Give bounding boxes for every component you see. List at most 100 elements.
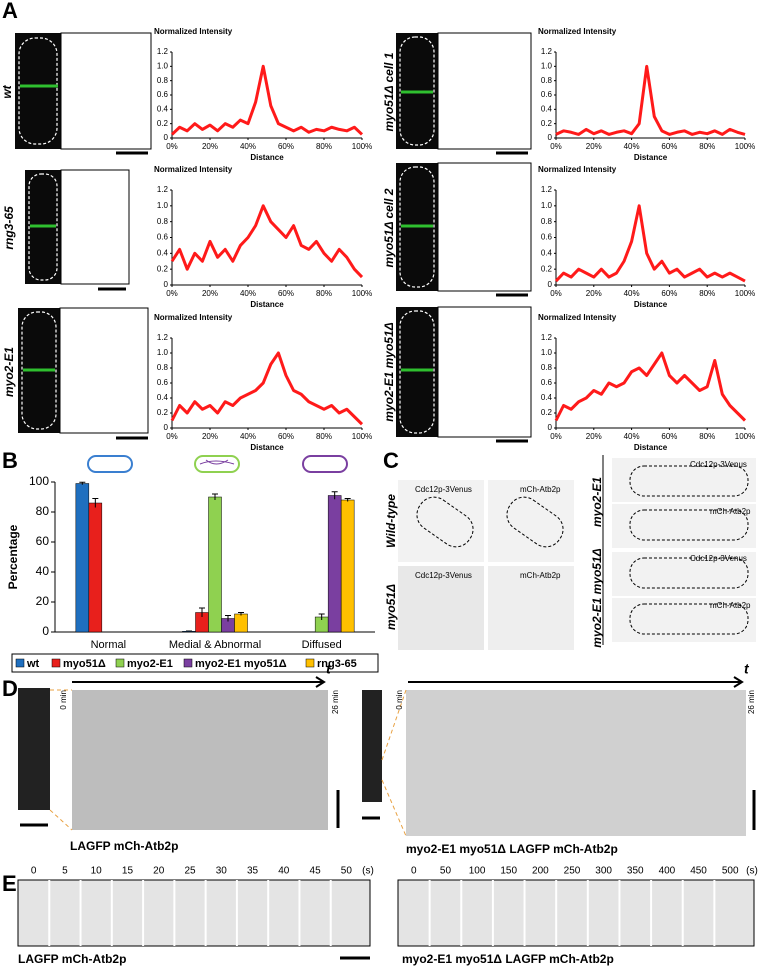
- x-axis-title: Distance: [634, 153, 668, 162]
- y-tick-label: 0.6: [157, 90, 169, 99]
- y-tick-label: 1.2: [157, 185, 169, 194]
- x-tick-label: 80%: [699, 142, 715, 151]
- row-label: rng3-65: [2, 206, 16, 250]
- time-label: 50: [440, 866, 452, 877]
- time-axis: t: [744, 661, 750, 677]
- x-tick-label: 60%: [661, 432, 677, 441]
- error-bar: [344, 498, 351, 502]
- x-tick-label: 0%: [166, 432, 178, 441]
- x-tick-label: Diffused: [302, 639, 342, 651]
- caption: LAGFP mCh-Atb2p: [70, 839, 178, 853]
- y-tick-label: 0.4: [157, 248, 169, 257]
- time-label: 350: [627, 866, 644, 877]
- y-tick-label: 0.2: [157, 119, 169, 128]
- legend-swatch: [15, 658, 25, 668]
- y-tick-label: 1.0: [541, 61, 553, 70]
- x-tick-label: 0%: [550, 142, 562, 151]
- caption: myo2-E1 myo51Δ LAGFP mCh-Atb2p: [402, 952, 614, 966]
- y-tick-label: 80: [36, 504, 50, 518]
- strain-label: myo2-E1 myo51Δ: [590, 548, 604, 647]
- y-tick-label: 0.4: [541, 248, 553, 257]
- profile-line: [170, 351, 364, 426]
- y-axis-title: Normalized Intensity: [538, 313, 617, 322]
- x-tick-label: 80%: [316, 142, 332, 151]
- x-tick-label: 0%: [166, 142, 178, 151]
- time-end: 26 min: [331, 690, 340, 714]
- bar: [234, 613, 248, 633]
- y-axis-title: Normalized Intensity: [538, 27, 617, 36]
- error-bar: [186, 630, 192, 632]
- time-unit: (s): [362, 866, 374, 877]
- bar: [88, 502, 103, 633]
- x-tick-label: 40%: [624, 432, 640, 441]
- x-tick-label: 100%: [352, 289, 372, 298]
- time-label: 30: [216, 866, 228, 877]
- x-tick-label: 80%: [699, 289, 715, 298]
- y-tick-label: 1.2: [541, 333, 553, 342]
- x-tick-label: 40%: [624, 289, 640, 298]
- time-label: 20: [153, 866, 165, 877]
- y-tick-label: 40: [36, 564, 50, 578]
- y-tick-label: 1.0: [157, 348, 169, 357]
- error-bar: [79, 481, 86, 485]
- legend-swatch: [183, 658, 193, 668]
- y-tick-label: 0.6: [541, 90, 553, 99]
- x-tick-label: 20%: [202, 289, 218, 298]
- y-tick-label: 1.2: [157, 47, 169, 56]
- strain-label: Wild-type: [384, 494, 398, 548]
- time-label: 100: [469, 866, 486, 877]
- legend-swatch: [305, 658, 315, 668]
- y-axis-title: Normalized Intensity: [154, 313, 233, 322]
- y-tick-label: 0.8: [157, 76, 169, 85]
- caption: LAGFP mCh-Atb2p: [18, 952, 126, 966]
- row-label: myo51Δ cell 1: [382, 52, 396, 131]
- y-tick-label: 1.2: [541, 47, 553, 56]
- y-tick-label: 0.2: [541, 264, 553, 273]
- time-label: 35: [247, 866, 259, 877]
- x-tick-label: 20%: [586, 432, 602, 441]
- y-tick-label: 0: [548, 133, 553, 142]
- channel-label: mCh-Atb2p: [520, 485, 561, 494]
- time-end: 26 min: [747, 690, 756, 714]
- bar: [340, 499, 355, 633]
- time-label: 250: [564, 866, 581, 877]
- time-label: 300: [595, 866, 612, 877]
- bar: [208, 496, 222, 633]
- x-tick-label: 100%: [352, 432, 372, 441]
- y-tick-label: 1.0: [541, 348, 553, 357]
- bar: [327, 495, 342, 633]
- x-tick-label: 60%: [278, 432, 294, 441]
- channel-label: mCh-Atb2p: [710, 601, 751, 610]
- error-bar: [331, 491, 338, 500]
- x-tick-label: 0%: [166, 289, 178, 298]
- time-label: 450: [690, 866, 707, 877]
- legend-swatch: [115, 658, 125, 668]
- profile-line: [170, 204, 364, 279]
- y-tick-label: 0.6: [541, 378, 553, 387]
- y-tick-label: 1.0: [157, 201, 169, 210]
- row-label: myo2-E1: [2, 347, 16, 397]
- x-axis-title: Distance: [634, 300, 668, 309]
- profile-line: [170, 64, 364, 136]
- row-label: myo2-E1 myo51Δ: [382, 322, 396, 421]
- channel-label: Cdc12p-3Venus: [690, 554, 747, 563]
- legend-swatch: [51, 658, 61, 668]
- x-tick-label: 40%: [240, 432, 256, 441]
- legend-label: myo2-E1 myo51Δ: [195, 658, 287, 670]
- panel-label: B: [2, 448, 18, 473]
- x-tick-label: Medial & Abnormal: [169, 639, 261, 651]
- panel-label: E: [2, 871, 17, 896]
- time-label: 200: [532, 866, 549, 877]
- time-label: 15: [122, 866, 134, 877]
- time-unit: (s): [746, 866, 758, 877]
- x-tick-label: 100%: [735, 289, 755, 298]
- y-tick-label: 0.4: [541, 104, 553, 113]
- y-tick-label: 1.2: [157, 333, 169, 342]
- y-tick-label: 0: [548, 423, 553, 432]
- y-tick-label: 0.2: [157, 408, 169, 417]
- time-start: 0 min: [395, 690, 404, 710]
- y-tick-label: 0: [164, 423, 169, 432]
- x-tick-label: 80%: [699, 432, 715, 441]
- x-tick-label: 60%: [278, 289, 294, 298]
